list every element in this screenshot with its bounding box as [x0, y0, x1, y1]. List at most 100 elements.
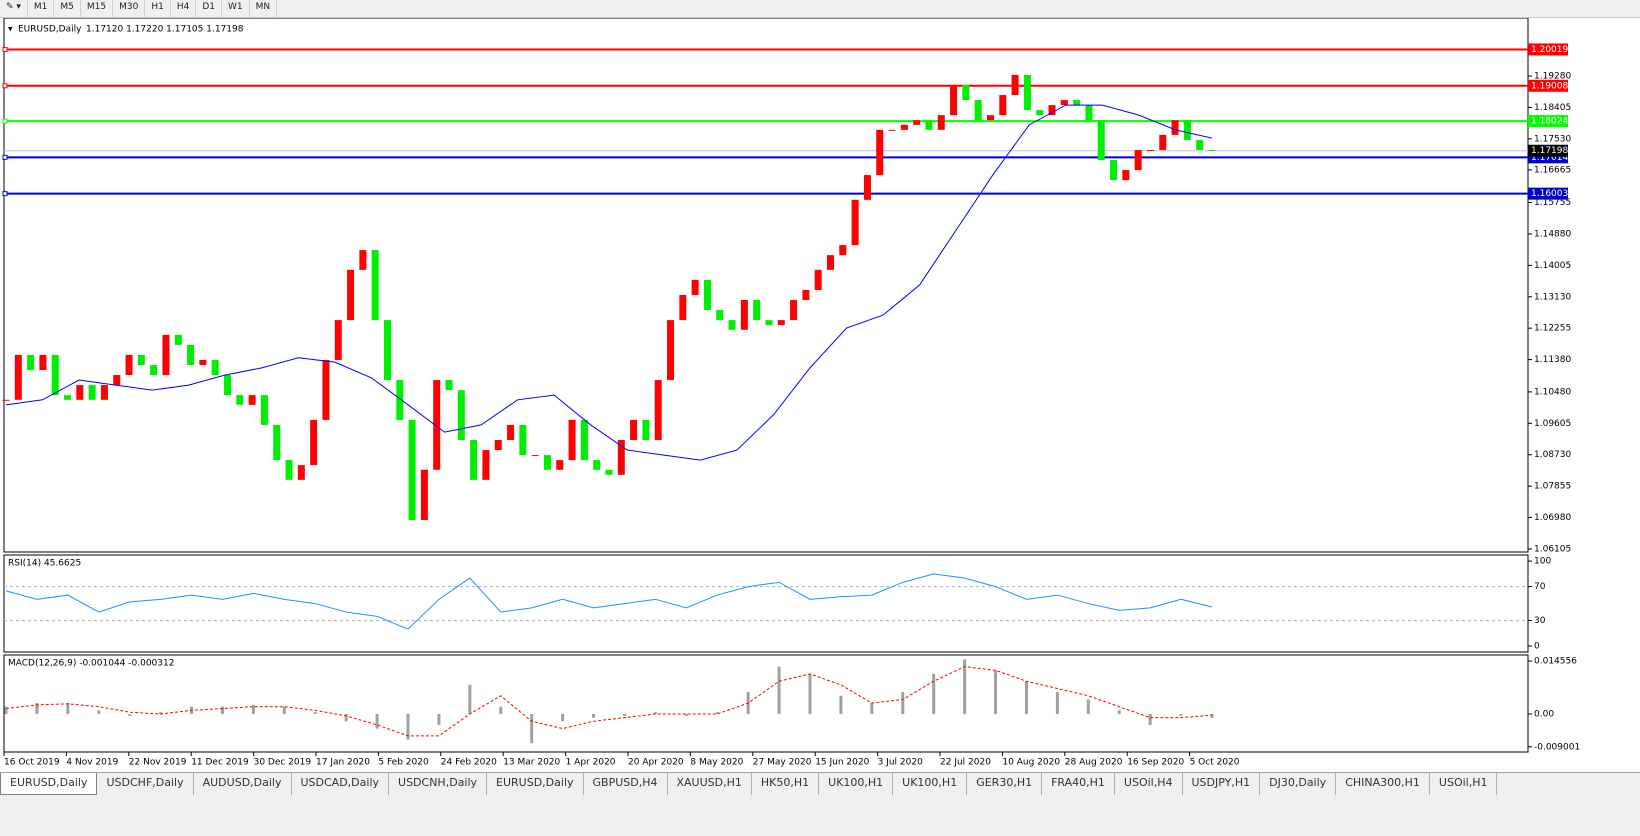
chart-window: ▾ EURUSD,Daily 1.17120 1.17220 1.17105 1… [0, 0, 1640, 772]
macd-bar [901, 692, 905, 714]
x-tick-label: 5 Oct 2020 [1190, 758, 1240, 768]
x-tick-label: 22 Nov 2019 [129, 758, 187, 768]
candle [605, 469, 613, 475]
candle [974, 100, 982, 121]
chart-tab[interactable]: UK100,H1 [893, 773, 968, 795]
chart-tab[interactable]: UK100,H1 [819, 773, 894, 795]
timeframe-button[interactable]: M15 [81, 0, 114, 17]
timeframe-button[interactable]: H1 [145, 0, 171, 17]
chart-tabs: EURUSD,Daily USDCHF,Daily AUDUSD,Daily USDC… [0, 772, 1640, 795]
timeframe-button[interactable]: D1 [196, 0, 223, 17]
candle [888, 129, 896, 131]
macd-bar [375, 713, 379, 729]
x-tick-label: 16 Sep 2020 [1127, 758, 1184, 768]
chart-tab[interactable]: EURUSD,Daily [0, 773, 98, 795]
macd-bar [313, 712, 317, 714]
candle [679, 294, 687, 321]
y-tick-label: 1.08730 [1534, 450, 1571, 460]
price-level-handle [2, 83, 8, 89]
candle [420, 469, 428, 521]
chart-tab[interactable]: GBPUSD,H4 [584, 773, 668, 795]
timeframe-toolbar: ✎ ▾ M1 M5 M15 M30 H1 H4 D1 W1 MN [0, 0, 1640, 18]
macd-bar [839, 695, 843, 714]
x-tick-label: 22 Jul 2020 [940, 758, 991, 768]
rsi-label: RSI(14) 45.6625 [8, 559, 81, 569]
price-level-tag [1528, 187, 1568, 200]
timeframe-button[interactable]: MN [250, 0, 278, 17]
macd-bar [499, 706, 503, 714]
candle [2, 399, 10, 401]
timeframe-button[interactable]: M30 [113, 0, 146, 17]
chart-tab[interactable]: GER30,H1 [967, 773, 1043, 795]
candle [1073, 100, 1081, 106]
x-tick-label: 24 Feb 2020 [441, 758, 497, 768]
candle [297, 465, 305, 480]
macd-bar [282, 706, 286, 714]
current-price-tag [1528, 144, 1568, 157]
x-tick-label: 13 Mar 2020 [503, 758, 560, 768]
candle [100, 385, 108, 400]
price-level-handle [2, 154, 8, 160]
candle [593, 460, 601, 470]
candle [925, 120, 933, 130]
chart-tab[interactable]: AUDUSD,Daily [194, 773, 292, 795]
chart-tab[interactable]: EURUSD,Daily [487, 773, 584, 795]
y-tick-label: 1.09605 [1534, 419, 1571, 429]
chart-tab[interactable]: DJ30,Daily [1260, 773, 1337, 795]
timeframe-button[interactable]: H4 [171, 0, 197, 17]
y-tick-label: 0.014556 [1534, 656, 1577, 666]
chart-tab[interactable]: USOil,H1 [1430, 773, 1498, 795]
macd-bar [622, 713, 626, 716]
macd-bar [870, 703, 874, 714]
macd-signal [5, 666, 1213, 737]
chart-tab[interactable]: USDCHF,Daily [97, 773, 194, 795]
timeframe-button[interactable]: M1 [28, 0, 55, 17]
x-tick-label: 5 Feb 2020 [378, 758, 429, 768]
macd-bar [684, 713, 688, 716]
x-tick-label: 11 Dec 2019 [191, 758, 249, 768]
macd-bar [994, 670, 998, 714]
candle [814, 269, 822, 290]
chart-tab[interactable]: USDCNH,Daily [389, 773, 488, 795]
macd-bar [159, 712, 163, 714]
candle [322, 359, 330, 420]
x-tick-label: 8 May 2020 [690, 758, 743, 768]
candle [211, 359, 219, 376]
macd-bar [1117, 710, 1121, 714]
chart-tab[interactable]: USOil,H4 [1115, 773, 1183, 795]
chart-tab[interactable]: USDJPY,H1 [1183, 773, 1261, 795]
price-level-handle [2, 191, 8, 197]
candle [1023, 74, 1031, 111]
chart-tab[interactable]: CHINA300,H1 [1336, 773, 1430, 795]
candle [962, 84, 970, 101]
timeframe-button[interactable]: W1 [222, 0, 250, 17]
chart-tab[interactable]: XAUUSD,H1 [668, 773, 752, 795]
macd-bar [437, 713, 441, 725]
timeframe-button[interactable]: M5 [54, 0, 81, 17]
candle [236, 395, 244, 405]
candle [383, 320, 391, 381]
price-level-tag [1528, 79, 1568, 92]
x-tick-label: 3 Jul 2020 [878, 758, 923, 768]
candle [162, 334, 170, 376]
candle [457, 390, 465, 441]
candle [27, 354, 35, 371]
y-tick-label: 1.14880 [1534, 229, 1571, 239]
macd-bar [1179, 713, 1183, 716]
chart-background [0, 0, 1640, 772]
chart-tab[interactable]: HK50,H1 [752, 773, 820, 795]
candle [1208, 149, 1216, 151]
ohlc-text: 1.17120 1.17220 1.17105 1.17198 [86, 25, 244, 35]
chart-tab[interactable]: FRA40,H1 [1042, 773, 1115, 795]
macd-bar [530, 713, 534, 744]
candle [630, 419, 638, 441]
x-tick-label: 1 Apr 2020 [566, 758, 616, 768]
candle [248, 395, 256, 405]
candle [1134, 149, 1142, 171]
candle [14, 354, 22, 400]
candle [913, 120, 921, 125]
toolbar-icon[interactable]: ✎ ▾ [0, 0, 28, 17]
x-tick-label: 30 Dec 2019 [254, 758, 312, 768]
y-tick-label: 70 [1534, 582, 1546, 592]
chart-tab[interactable]: USDCAD,Daily [292, 773, 390, 795]
